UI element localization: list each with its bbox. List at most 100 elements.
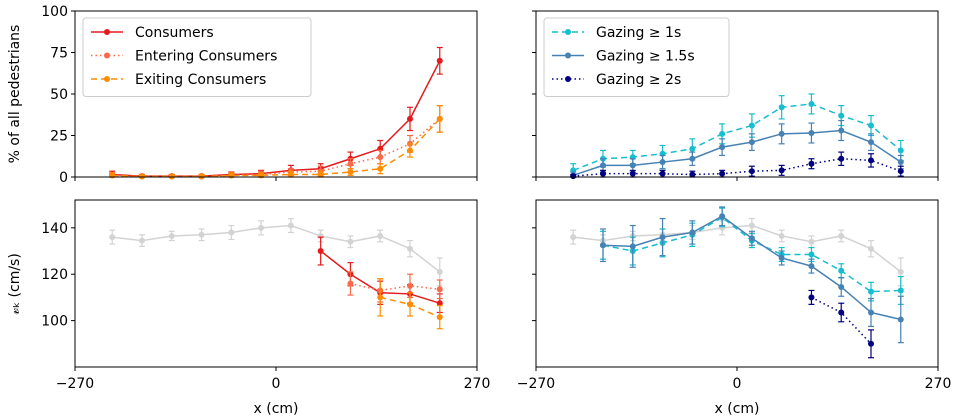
legend-label: Exiting Consumers bbox=[135, 72, 266, 88]
data-point bbox=[868, 122, 874, 129]
data-point bbox=[868, 157, 874, 164]
data-point bbox=[258, 224, 265, 231]
data-point bbox=[778, 232, 785, 239]
data-point bbox=[778, 254, 785, 261]
data-point bbox=[600, 170, 606, 177]
y-tick-label: 100 bbox=[41, 4, 68, 20]
data-point bbox=[719, 144, 726, 151]
series-line bbox=[572, 129, 902, 177]
data-point bbox=[436, 300, 443, 307]
data-point bbox=[198, 231, 205, 238]
data-point bbox=[659, 234, 666, 241]
panel-bottom-left: 100 120 140 −270 0 270 bbox=[41, 199, 491, 392]
legend: Consumers Entering Consumers Exiting Consu… bbox=[82, 17, 312, 97]
data-point bbox=[407, 147, 413, 154]
data-point bbox=[808, 160, 815, 167]
data-point bbox=[838, 283, 845, 290]
xlabel-left: x (cm) bbox=[254, 401, 299, 417]
legend-label: Gazing ≥ 1s bbox=[596, 25, 681, 41]
y-tick-label: 100 bbox=[41, 314, 68, 330]
data-point bbox=[109, 234, 116, 241]
data-point bbox=[317, 171, 324, 178]
legend-marker bbox=[104, 29, 110, 35]
data-point bbox=[407, 115, 413, 122]
data-point bbox=[838, 155, 845, 162]
data-point bbox=[436, 268, 443, 275]
legend-frame bbox=[82, 17, 312, 97]
data-point bbox=[436, 115, 443, 122]
xlabel-right: x (cm) bbox=[715, 401, 760, 417]
data-point bbox=[808, 294, 815, 301]
legend-label: Consumers bbox=[135, 25, 214, 41]
data-point bbox=[407, 245, 413, 252]
data-point bbox=[377, 232, 384, 239]
data-point bbox=[168, 232, 175, 239]
series-line bbox=[572, 103, 902, 172]
data-point bbox=[719, 130, 726, 137]
data-point bbox=[719, 170, 726, 177]
legend-label: Entering Consumers bbox=[135, 49, 277, 65]
data-point bbox=[897, 168, 904, 175]
data-point bbox=[407, 301, 413, 308]
panel-bottom-right: −270 0 270 bbox=[517, 199, 952, 392]
data-point bbox=[808, 251, 815, 258]
data-point bbox=[868, 288, 874, 295]
x-tick-label: 0 bbox=[272, 376, 281, 392]
data-point bbox=[377, 294, 384, 301]
data-point bbox=[600, 242, 606, 249]
y-tick-label: 0 bbox=[59, 170, 68, 186]
plot-frame bbox=[535, 10, 939, 178]
data-point bbox=[347, 280, 354, 287]
series-line bbox=[112, 118, 441, 178]
data-point bbox=[659, 159, 666, 166]
series-gazing-2s bbox=[808, 289, 874, 359]
legend-marker bbox=[565, 76, 571, 82]
data-point bbox=[808, 263, 815, 270]
series-line bbox=[112, 118, 441, 178]
plot-frame bbox=[535, 199, 939, 368]
series-line bbox=[112, 224, 441, 273]
data-point bbox=[600, 162, 606, 169]
data-point bbox=[897, 147, 904, 154]
series-exiting-consumers bbox=[377, 278, 443, 330]
x-tick-label: −270 bbox=[56, 376, 94, 392]
panel-top-left: 0 25 50 75 100 Consumers Entering Consumers Exi… bbox=[41, 4, 478, 186]
series-entering-consumers bbox=[109, 105, 443, 180]
legend-marker bbox=[104, 52, 110, 59]
y-tick-label: 50 bbox=[50, 87, 68, 103]
legend-marker bbox=[565, 52, 571, 59]
series-line bbox=[573, 157, 902, 177]
x-tick-label: 270 bbox=[925, 376, 952, 392]
data-point bbox=[287, 222, 294, 229]
ylabel-bottom: 𝓋ₖ (cm/s) bbox=[7, 253, 23, 315]
data-point bbox=[659, 170, 666, 177]
series-gazing-1-5s bbox=[600, 206, 904, 344]
series-entering-consumers bbox=[347, 271, 443, 303]
y-tick-label: 140 bbox=[41, 221, 68, 237]
data-point bbox=[778, 130, 785, 137]
data-point bbox=[719, 213, 726, 220]
x-tick-label: 270 bbox=[464, 376, 491, 392]
series-exiting-consumers bbox=[109, 105, 443, 180]
data-point bbox=[347, 238, 354, 245]
data-point bbox=[868, 309, 874, 316]
data-point bbox=[347, 169, 354, 176]
legend: Gazing ≥ 1s Gazing ≥ 1.5s Gazing ≥ 2s bbox=[543, 17, 730, 97]
data-point bbox=[838, 267, 845, 274]
data-point bbox=[570, 234, 577, 241]
data-point bbox=[838, 127, 845, 134]
data-point bbox=[347, 160, 354, 167]
data-point bbox=[317, 248, 324, 255]
data-point bbox=[407, 282, 413, 289]
y-tick-label: 120 bbox=[41, 267, 68, 283]
data-point bbox=[748, 222, 755, 229]
data-point bbox=[689, 155, 696, 162]
y-tick-label: 75 bbox=[50, 46, 68, 62]
data-point bbox=[748, 235, 755, 242]
data-point bbox=[689, 229, 696, 236]
series-line bbox=[350, 282, 440, 292]
data-point bbox=[629, 170, 636, 177]
data-point bbox=[689, 171, 696, 178]
data-point bbox=[897, 287, 904, 294]
